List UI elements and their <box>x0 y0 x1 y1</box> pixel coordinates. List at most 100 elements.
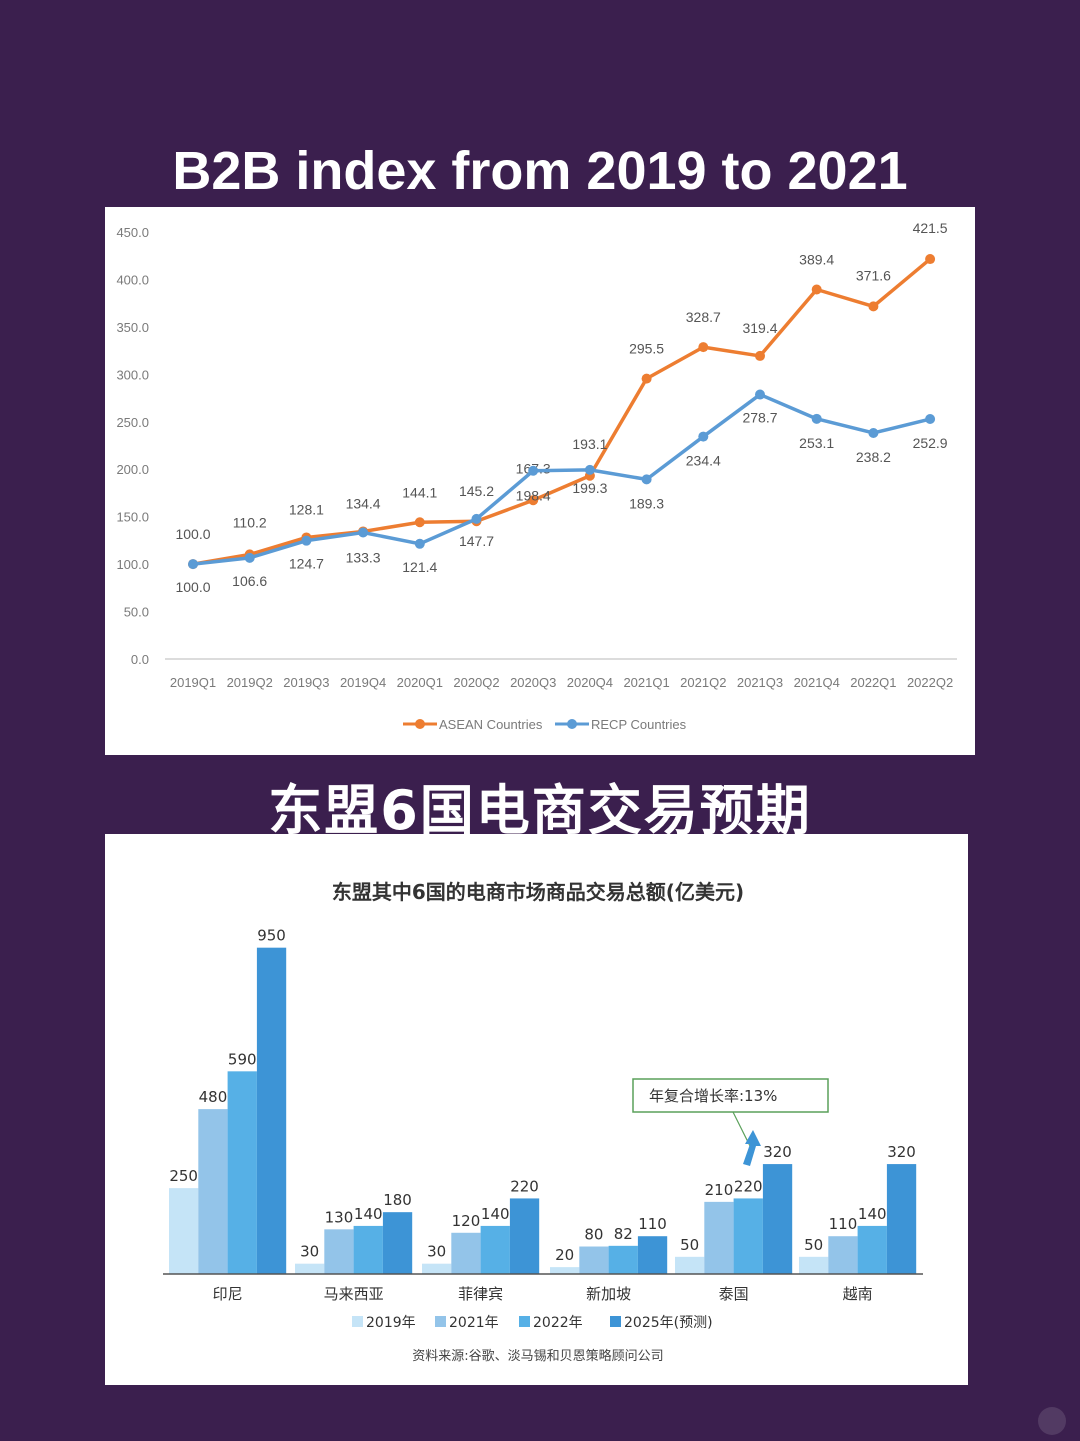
y-tick-label: 50.0 <box>124 605 149 620</box>
bar-value-label: 30 <box>300 1243 319 1261</box>
bar-value-label: 50 <box>804 1236 823 1254</box>
data-point <box>811 413 822 424</box>
bar-value-label: 180 <box>383 1191 412 1209</box>
bar-chart-title: 东盟其中6国的电商市场商品交易总额(亿美元) <box>332 880 744 904</box>
bar-value-label: 82 <box>614 1225 633 1243</box>
bar-value-label: 950 <box>257 927 286 945</box>
y-tick-label: 100.0 <box>116 557 149 572</box>
data-label: 278.7 <box>742 410 777 426</box>
bar-value-label: 480 <box>199 1088 228 1106</box>
data-label: 100.0 <box>175 579 210 595</box>
bar <box>579 1246 609 1274</box>
series-line <box>192 257 932 566</box>
legend-label: RECP Countries <box>591 717 687 732</box>
series-line <box>192 392 931 566</box>
bar <box>704 1201 734 1274</box>
line-chart-panel: 0.0 50.0 100.0 150.0 200.0 250.0 300.0 350.0 400… <box>105 207 975 755</box>
category-label: 新加坡 <box>586 1285 631 1303</box>
bar-value-label: 590 <box>228 1050 257 1068</box>
y-tick-label: 300.0 <box>116 367 149 382</box>
bar-value-label: 110 <box>829 1215 858 1233</box>
x-tick-label: 2021Q1 <box>623 675 669 690</box>
bar <box>733 1198 763 1274</box>
data-label: 198.4 <box>516 488 551 504</box>
data-point <box>584 464 595 475</box>
x-tick-label: 2019Q4 <box>340 675 386 690</box>
data-label: 328.7 <box>686 309 721 325</box>
bar-value-label: 320 <box>887 1143 916 1161</box>
bar-value-label: 220 <box>734 1177 763 1195</box>
x-tick-label: 2022Q2 <box>907 675 953 690</box>
bar <box>509 1198 540 1274</box>
bar <box>799 1256 829 1274</box>
data-label: 238.2 <box>856 449 891 465</box>
annotation-text: 年复合增长率:13% <box>649 1087 777 1105</box>
y-tick-label: 200.0 <box>116 462 149 477</box>
category-label: 泰国 <box>719 1285 749 1303</box>
data-label: 421.5 <box>913 220 948 236</box>
x-tick-label: 2019Q3 <box>283 675 329 690</box>
data-label: 145.2 <box>459 483 494 499</box>
bar <box>675 1256 705 1274</box>
bar <box>256 947 287 1274</box>
bar <box>422 1263 452 1274</box>
y-tick-label: 400.0 <box>116 272 149 287</box>
legend-marker <box>567 719 577 729</box>
y-tick-label: 150.0 <box>116 510 149 525</box>
annotation-box <box>632 1078 829 1113</box>
legend-marker <box>415 719 425 729</box>
data-point <box>244 552 255 563</box>
data-point <box>868 301 879 312</box>
data-point <box>925 414 936 425</box>
asean-ecommerce-bar-chart: 东盟其中6国的电商市场商品交易总额(亿美元) 250 480 590 950 印尼 30 13… <box>163 880 923 1364</box>
x-tick-label: 2020Q1 <box>397 675 443 690</box>
category-label: 印尼 <box>213 1285 243 1303</box>
b2b-index-line-chart: 0.0 50.0 100.0 150.0 200.0 250.0 300.0 350.0 400… <box>116 220 957 732</box>
source-note: 资料来源:谷歌、淡马锡和贝恩策略顾问公司 <box>412 1348 663 1364</box>
data-label: 106.6 <box>232 573 267 589</box>
y-tick-label: 0.0 <box>131 652 149 667</box>
data-label: 100.0 <box>175 526 210 542</box>
bar <box>295 1263 325 1274</box>
data-point <box>528 465 539 476</box>
bar-value-label: 220 <box>510 1177 539 1195</box>
category-label: 马来西亚 <box>324 1285 384 1303</box>
data-point <box>414 538 425 549</box>
data-label: 134.4 <box>346 495 381 511</box>
data-label: 389.4 <box>799 252 834 268</box>
bar-value-label: 20 <box>555 1246 574 1264</box>
bar <box>451 1232 481 1274</box>
y-tick-label: 250.0 <box>116 415 149 430</box>
data-label: 189.3 <box>629 495 664 511</box>
legend-swatch <box>519 1316 530 1327</box>
data-point <box>868 427 879 438</box>
x-tick-label: 2021Q3 <box>737 675 783 690</box>
data-label: 124.7 <box>289 556 324 572</box>
bar <box>550 1267 580 1274</box>
data-label: 110.2 <box>233 514 267 530</box>
data-label: 371.6 <box>856 267 891 283</box>
bar-value-label: 130 <box>325 1208 354 1226</box>
bar <box>353 1225 383 1274</box>
legend-label: 2025年(预测) <box>624 1315 713 1331</box>
data-label: 252.9 <box>913 435 948 451</box>
category-label: 越南 <box>843 1285 873 1303</box>
data-label: 193.1 <box>572 436 607 452</box>
data-label: 121.4 <box>402 559 437 575</box>
data-point <box>301 535 312 546</box>
bar <box>227 1071 257 1274</box>
data-point <box>358 527 369 538</box>
data-point <box>925 254 936 265</box>
x-tick-label: 2021Q2 <box>680 675 726 690</box>
bar <box>324 1229 354 1274</box>
bar-chart-panel: 东盟其中6国的电商市场商品交易总额(亿美元) 250 480 590 950 印尼 30 13… <box>105 834 968 1385</box>
bar <box>382 1212 413 1274</box>
legend-label: 2019年 <box>366 1315 416 1331</box>
bar <box>637 1236 668 1274</box>
data-point <box>755 350 765 361</box>
bar <box>480 1225 510 1274</box>
legend-label: 2022年 <box>533 1315 583 1331</box>
x-tick-label: 2019Q2 <box>227 675 273 690</box>
x-tick-label: 2020Q3 <box>510 675 556 690</box>
bar <box>169 1188 199 1274</box>
